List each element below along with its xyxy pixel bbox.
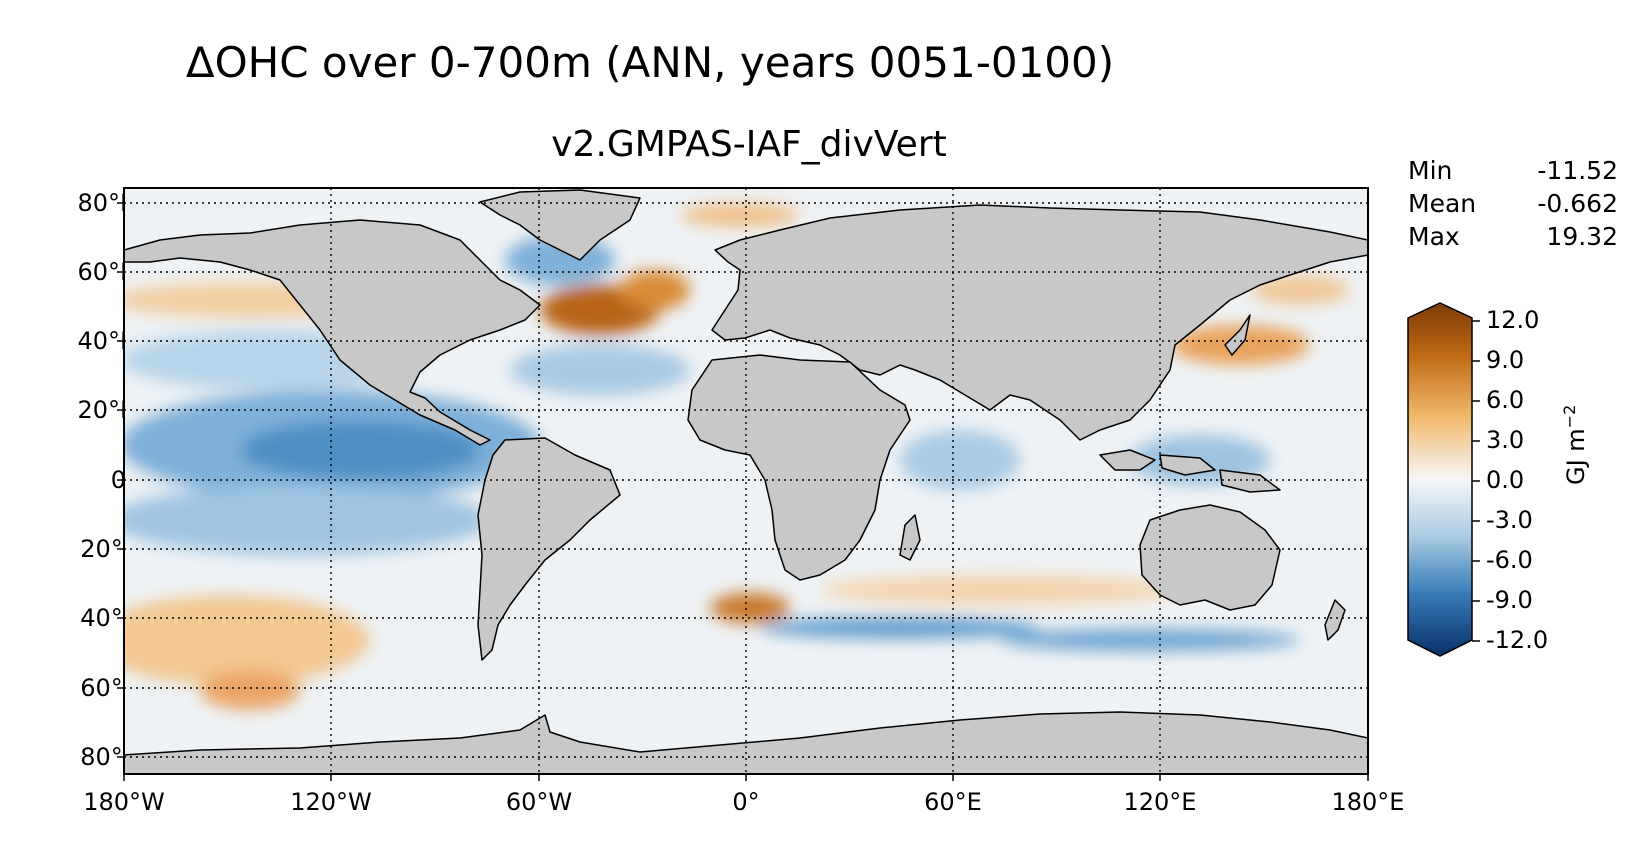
patch-south-atlantic-orange (710, 593, 790, 623)
lon-label-180w: 180°W (83, 788, 165, 816)
land-eurasia (711, 204, 1368, 441)
patch-pacific-core (240, 420, 480, 480)
land-antarctica (124, 711, 1368, 774)
stat-max-label: Max (1408, 222, 1460, 251)
colorbar-body (1407, 302, 1473, 657)
land (124, 189, 1368, 774)
figure-title: ΔOHC over 0-700m (ANN, years 0051-0100) (185, 38, 1115, 87)
stat-max: Max 19.32 (1408, 220, 1618, 253)
colorbar-tick-0: 0.0 (1486, 466, 1525, 494)
colorbar-tick-6: 6.0 (1486, 386, 1525, 414)
patch-southern-blue-1 (760, 618, 1040, 638)
patch-indian-blue (900, 430, 1020, 490)
patch-south-pacific-orange (124, 595, 370, 685)
lon-label-120e: 120°E (1123, 788, 1197, 816)
land-new-zealand (1324, 599, 1346, 641)
land-south-america (477, 437, 621, 661)
colorbar-tick-9: 9.0 (1486, 346, 1525, 374)
colorbar (1407, 302, 1480, 657)
land-australia (1139, 504, 1281, 611)
lon-label-180e: 180°E (1331, 788, 1405, 816)
map-subtitle: v2.GMPAS-IAF_divVert (551, 124, 947, 165)
land-japan (1224, 314, 1251, 356)
patch-norwegian-orange (680, 203, 800, 227)
colorbar-tick-neg12: -12.0 (1486, 626, 1549, 654)
land-greenland (479, 189, 641, 261)
patch-south-pacific-blue (124, 485, 490, 555)
colorbar-tick-neg6: -6.0 (1486, 546, 1533, 574)
axis-ticks (117, 202, 1369, 781)
stat-mean-value: -0.662 (1537, 189, 1618, 218)
lon-label-0: 0° (732, 788, 760, 816)
stat-min-label: Min (1408, 156, 1453, 185)
stat-max-value: 19.32 (1546, 222, 1618, 251)
land-maritime-continent (1099, 449, 1281, 493)
land-africa (687, 354, 911, 581)
patch-north-atlantic-orange (620, 270, 690, 310)
patch-atlantic-blue (510, 345, 690, 395)
lon-label-60e: 60°E (924, 788, 982, 816)
lon-label-60w: 60°W (505, 788, 573, 816)
stats-box: Min -11.52 Mean -0.662 Max 19.32 (1408, 154, 1618, 253)
stat-mean: Mean -0.662 (1408, 187, 1618, 220)
colorbar-ticks (1472, 320, 1480, 642)
patch-southern-orange (820, 575, 1180, 605)
colorbar-tick-12: 12.0 (1486, 306, 1540, 334)
patch-southern-blue-2 (1000, 629, 1300, 651)
lon-label-120w: 120°W (290, 788, 372, 816)
patch-north-pacific-east (1250, 275, 1350, 305)
stat-min-value: -11.52 (1537, 156, 1618, 185)
patch-south-pacific-core (200, 670, 300, 710)
gridlines (124, 188, 1368, 774)
colorbar-tick-3: 3.0 (1486, 426, 1525, 454)
colorbar-tick-neg9: -9.0 (1486, 586, 1533, 614)
stat-mean-label: Mean (1408, 189, 1477, 218)
colorbar-tick-neg3: -3.0 (1486, 506, 1533, 534)
land-north-america (124, 219, 541, 446)
stat-min: Min -11.52 (1408, 154, 1618, 187)
